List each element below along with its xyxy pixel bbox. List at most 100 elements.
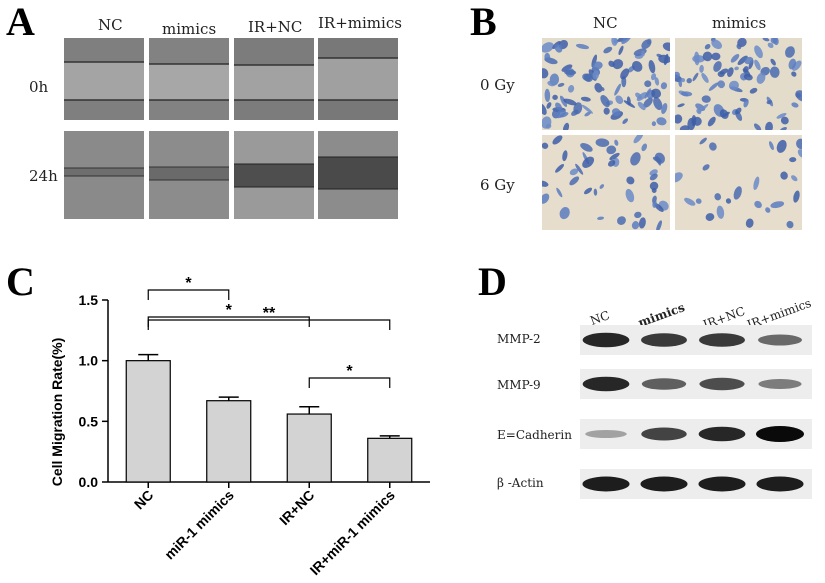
stained-cell bbox=[542, 180, 549, 187]
stained-cell bbox=[564, 69, 577, 76]
stained-cell bbox=[708, 82, 719, 91]
chart-y-tick-label: 1.0 bbox=[79, 353, 99, 369]
stained-cell bbox=[559, 207, 570, 220]
stained-cell bbox=[680, 77, 686, 83]
chart-significance-bracket bbox=[308, 377, 391, 388]
stained-cell bbox=[632, 61, 643, 72]
stained-cell bbox=[563, 122, 570, 130]
stained-cell bbox=[762, 38, 770, 42]
stained-cell bbox=[656, 117, 667, 126]
stained-cell bbox=[625, 188, 635, 203]
panel-b-col-mimics: mimics bbox=[712, 14, 767, 32]
stained-cell bbox=[552, 135, 563, 145]
stained-cell bbox=[728, 80, 739, 91]
chart-x-tick-label: IR+miR-1 mimics bbox=[306, 487, 398, 579]
stained-cell bbox=[701, 95, 711, 103]
chart-significance-bracket bbox=[147, 289, 230, 300]
stained-cell bbox=[656, 220, 662, 230]
stained-cell bbox=[593, 188, 598, 196]
stained-cell bbox=[542, 193, 550, 204]
stained-cell bbox=[681, 91, 693, 97]
stained-cell bbox=[743, 73, 753, 81]
stained-cell bbox=[594, 82, 603, 93]
stained-cell bbox=[754, 45, 763, 59]
panel-a-col-irnc: IR+NC bbox=[248, 18, 303, 36]
stained-cell bbox=[546, 102, 552, 109]
stained-cell bbox=[584, 187, 593, 195]
stained-cell bbox=[707, 116, 716, 127]
chart-x-tick-label: NC bbox=[131, 487, 157, 513]
panel-a-row-0h: 0h bbox=[29, 78, 49, 96]
stained-cell bbox=[736, 43, 742, 50]
stained-cell bbox=[618, 45, 624, 56]
stained-cell bbox=[621, 38, 632, 44]
stained-cell bbox=[699, 137, 707, 145]
stained-cell bbox=[734, 66, 739, 71]
transwell-image-mimics-6gy bbox=[675, 135, 802, 230]
stained-cell bbox=[611, 38, 618, 46]
stained-cell bbox=[737, 55, 748, 66]
stained-cell bbox=[620, 68, 630, 80]
stained-cell bbox=[557, 82, 565, 87]
stained-cell bbox=[776, 139, 787, 153]
panel-b-row-0gy: 0 Gy bbox=[480, 76, 515, 94]
stained-cell bbox=[567, 85, 575, 93]
stained-cell bbox=[603, 46, 613, 54]
stained-cell bbox=[635, 92, 642, 100]
stained-cell bbox=[675, 172, 683, 183]
stained-cell bbox=[554, 43, 563, 53]
wb-band bbox=[758, 379, 802, 389]
stained-cell bbox=[651, 121, 657, 127]
stained-cell bbox=[643, 97, 653, 108]
stained-cell bbox=[615, 95, 624, 105]
panel-a-col-nc: NC bbox=[98, 16, 123, 34]
stained-cell bbox=[649, 173, 658, 181]
wb-band bbox=[698, 476, 746, 492]
stained-cell bbox=[542, 42, 554, 53]
stained-cell bbox=[754, 200, 762, 209]
stained-cell bbox=[730, 54, 740, 63]
stained-cell bbox=[675, 114, 683, 124]
stained-cell bbox=[702, 164, 710, 171]
stained-cell bbox=[584, 111, 592, 117]
stained-cell bbox=[699, 64, 704, 73]
stained-cell bbox=[754, 59, 761, 71]
stained-cell bbox=[658, 54, 670, 64]
wound-image-irnc-24h bbox=[234, 131, 314, 219]
stained-cell bbox=[654, 152, 665, 164]
stained-cell bbox=[651, 88, 662, 99]
chart-bar bbox=[286, 413, 332, 483]
stained-cell bbox=[716, 205, 725, 219]
stained-cell bbox=[725, 198, 732, 204]
wb-band bbox=[641, 333, 687, 347]
panel-b-label: B bbox=[470, 0, 497, 44]
wb-band-label-actin: β -Actin bbox=[497, 476, 544, 490]
chart-bar bbox=[367, 437, 413, 483]
stained-cell bbox=[542, 116, 552, 129]
stained-cell bbox=[780, 116, 789, 125]
stained-cell bbox=[542, 142, 549, 149]
stained-cell bbox=[601, 87, 605, 92]
stained-cell bbox=[637, 101, 646, 111]
stained-cell bbox=[713, 61, 722, 72]
stained-cell bbox=[717, 71, 725, 78]
chart-significance-label: * bbox=[226, 302, 233, 319]
stained-cell bbox=[609, 152, 620, 161]
chart-significance-label: * bbox=[185, 275, 192, 292]
stained-cell bbox=[542, 68, 549, 79]
stained-cell bbox=[765, 121, 773, 130]
stained-cell bbox=[644, 80, 652, 88]
stained-cell bbox=[691, 114, 697, 127]
stained-cell bbox=[789, 157, 797, 163]
chart-y-tick-label: 0.5 bbox=[79, 413, 99, 429]
stained-cell bbox=[791, 60, 802, 71]
stained-cell bbox=[648, 60, 656, 74]
stained-cell bbox=[644, 88, 651, 99]
wound-image-mimics-24h bbox=[149, 131, 229, 219]
wound-image-mimics-0h bbox=[149, 38, 229, 120]
stained-cell bbox=[575, 43, 590, 50]
chart-x-tick-label: IR+NC bbox=[276, 487, 317, 528]
stained-cell bbox=[599, 184, 605, 189]
stained-cell bbox=[581, 104, 593, 114]
stained-cell bbox=[791, 175, 798, 182]
